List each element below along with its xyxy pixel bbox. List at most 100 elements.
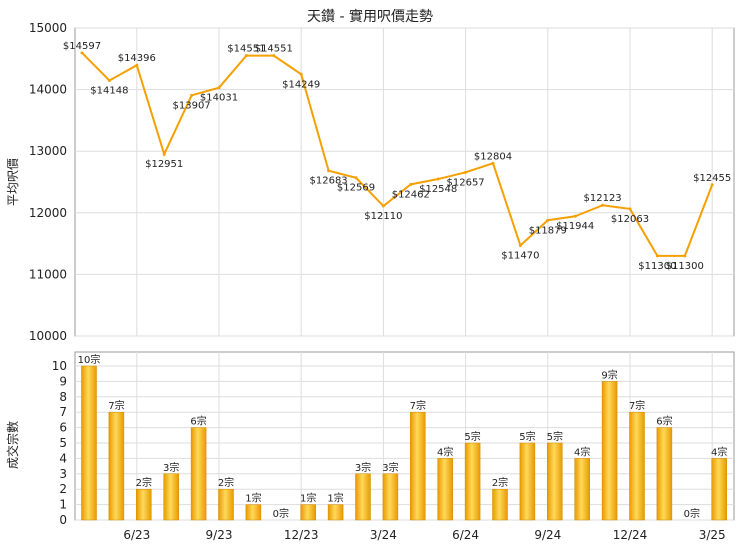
volume-data-label: 1宗	[300, 492, 316, 505]
price-data-label: $12804	[474, 151, 512, 162]
price-data-label: $12462	[392, 189, 430, 200]
volume-bar	[519, 442, 536, 521]
price-data-label: $11300	[666, 261, 704, 272]
volume-plot-area	[74, 351, 735, 521]
volume-data-label: 5宗	[547, 430, 563, 443]
price-point	[244, 54, 248, 58]
volume-bars	[81, 365, 727, 521]
price-data-label: $14396	[118, 53, 156, 64]
price-point	[601, 203, 605, 207]
volume-data-label: 2宗	[218, 476, 234, 489]
volume-bar	[492, 488, 508, 521]
volume-bar	[464, 442, 481, 521]
price-point	[464, 170, 468, 174]
price-data-label: $12123	[584, 193, 622, 204]
volume-bar	[136, 488, 152, 521]
volume-y-tick-label: 9	[59, 374, 67, 388]
volume-y-tick-label: 4	[59, 451, 67, 465]
price-data-label: $12110	[364, 211, 402, 222]
volume-y-axis-title: 成交宗數	[5, 421, 20, 469]
volume-bar	[437, 458, 453, 521]
volume-y-tick-label: 5	[59, 436, 67, 450]
price-point	[107, 78, 111, 82]
volume-bar	[574, 458, 590, 521]
price-data-label: $12657	[447, 177, 485, 188]
volume-bar	[382, 473, 399, 521]
price-point	[190, 93, 194, 97]
x-tick-label: 3/24	[370, 528, 397, 542]
price-y-tick-label: 11000	[29, 267, 67, 281]
price-point	[80, 51, 84, 55]
price-plot-area	[74, 27, 735, 337]
volume-data-label: 10宗	[78, 353, 101, 366]
x-tick-label: 12/24	[613, 528, 648, 542]
price-point	[683, 254, 687, 258]
price-point	[491, 161, 495, 165]
price-point	[518, 243, 522, 247]
volume-data-label: 5宗	[464, 430, 480, 443]
volume-bar	[547, 442, 563, 521]
volume-bar	[245, 504, 262, 521]
price-point	[162, 152, 166, 156]
volume-y-tick-label: 6	[59, 421, 67, 435]
volume-data-label: 0宗	[273, 507, 289, 520]
price-data-label: $14148	[90, 85, 128, 96]
volume-bar	[190, 427, 207, 521]
volume-data-label: 7宗	[410, 399, 426, 412]
price-data-label: $14551	[255, 44, 293, 55]
volume-data-label: 5宗	[519, 430, 535, 443]
volume-labels: 10宗 7宗 2宗 3宗 6宗 2宗 1宗 0宗 1宗 1宗 3宗 3宗 7宗 4宗 5宗 2宗 5宗 5宗 4宗 9…	[78, 353, 728, 520]
volume-data-label: 0宗	[684, 507, 700, 520]
price-data-label: $11470	[501, 250, 539, 261]
x-tick-label: 9/23	[206, 528, 233, 542]
volume-y-tick-label: 3	[59, 467, 67, 481]
price-y-ticks: 10000 11000 12000 13000 14000 15000	[29, 21, 67, 343]
volume-bar	[108, 411, 125, 521]
price-point	[135, 63, 139, 67]
volume-y-tick-label: 1	[59, 498, 67, 512]
price-point	[710, 183, 714, 187]
price-data-label: $12063	[611, 214, 649, 225]
price-y-axis-title: 平均呎價	[6, 158, 20, 206]
price-point	[546, 218, 550, 222]
x-tick-label: 9/24	[534, 528, 561, 542]
volume-bar	[327, 504, 344, 521]
price-line	[81, 52, 714, 257]
price-data-label: $12569	[337, 183, 375, 194]
price-point	[217, 86, 221, 90]
volume-data-label: 4宗	[711, 445, 727, 458]
price-data-label: $14249	[282, 79, 320, 90]
volume-bar	[300, 504, 316, 521]
price-point	[299, 72, 303, 76]
price-point	[327, 169, 331, 173]
volume-bar	[656, 427, 673, 521]
volume-panel: 01 23 456 78 910 10宗 7宗 2宗 3宗 6宗 2宗 1宗 0宗 1宗 1宗 3宗 3宗 7宗…	[5, 351, 735, 542]
price-data-label: $14551	[227, 44, 265, 55]
price-data-label: $12951	[145, 159, 183, 170]
volume-data-label: 3宗	[382, 461, 398, 474]
volume-data-label: 1宗	[245, 492, 261, 505]
price-points	[80, 51, 714, 258]
price-labels: $14597 $14148 $14396 $12951 $13907$14031 $145…	[63, 41, 731, 272]
price-grid	[75, 27, 734, 337]
volume-data-label: 9宗	[601, 368, 617, 381]
price-y-tick-label: 10000	[29, 329, 67, 343]
price-point	[381, 204, 385, 208]
price-data-label: $14597	[63, 41, 101, 52]
price-data-label: $13907	[173, 100, 211, 111]
volume-data-label: 1宗	[327, 492, 343, 505]
price-data-label: $12455	[693, 173, 731, 184]
price-point	[272, 54, 276, 58]
price-point	[436, 177, 440, 181]
price-y-tick-label: 15000	[29, 21, 67, 35]
price-y-tick-label: 12000	[29, 206, 67, 220]
price-y-tick-label: 13000	[29, 144, 67, 158]
volume-y-tick-label: 2	[59, 482, 67, 496]
x-ticks: 6/23 9/23 12/23 3/24 6/24 9/24 12/24 3/25	[123, 528, 725, 542]
volume-data-label: 7宗	[629, 399, 645, 412]
volume-bar	[629, 411, 645, 521]
x-tick-label: 6/23	[123, 528, 150, 542]
volume-y-tick-label: 7	[59, 405, 67, 419]
x-tick-label: 12/23	[284, 528, 319, 542]
price-data-label: $11879	[529, 225, 567, 236]
